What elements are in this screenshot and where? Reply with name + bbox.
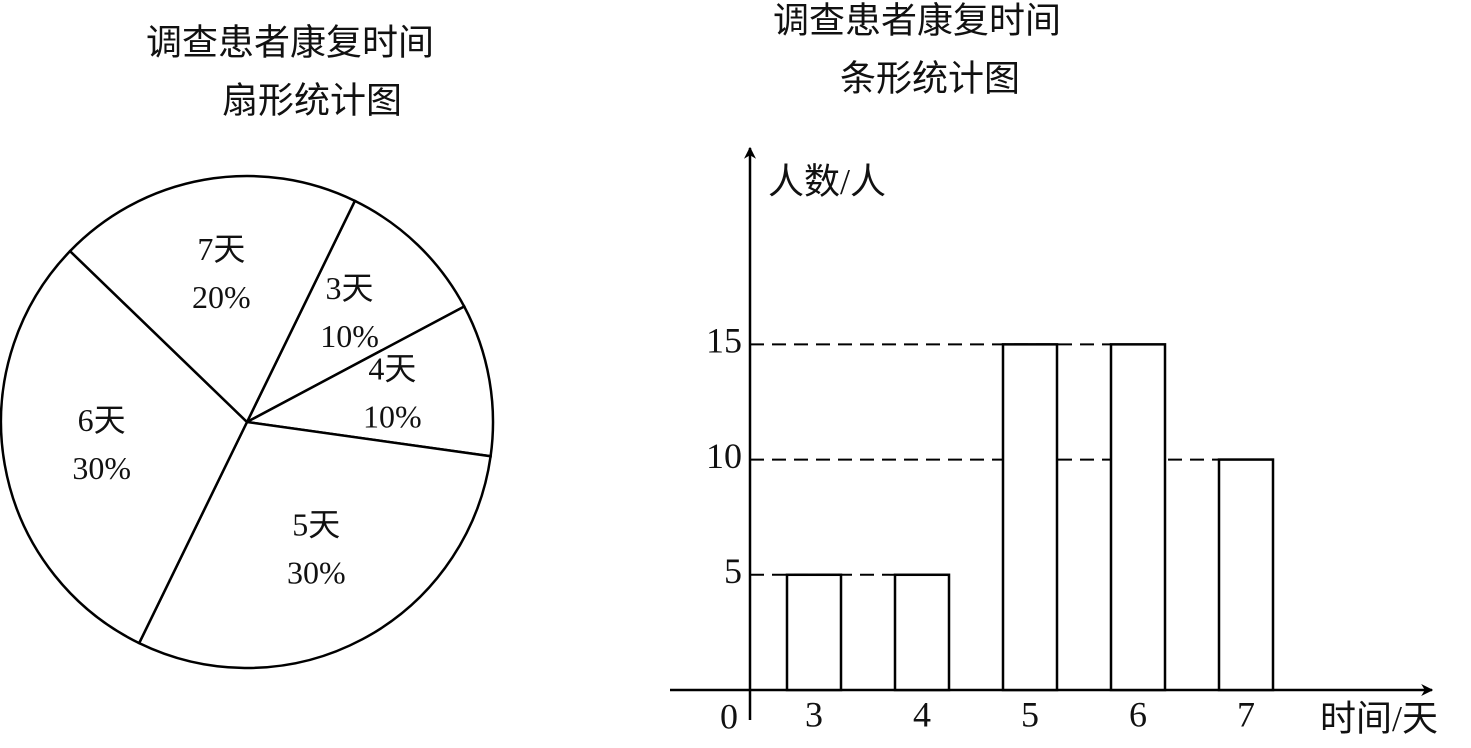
slice-value: 10% <box>320 318 379 354</box>
bar <box>1217 458 1275 692</box>
x-tick-label: 7 <box>1237 694 1255 734</box>
bar <box>893 573 951 692</box>
y-tick-label: 0 <box>720 696 738 736</box>
bar <box>1001 343 1059 692</box>
y-tick-label: 10 <box>706 436 742 476</box>
bar <box>785 573 843 692</box>
y-tick-label: 15 <box>706 321 742 361</box>
pie-slice <box>137 420 493 670</box>
slice-value: 20% <box>192 279 251 315</box>
x-tick-label: 4 <box>913 694 931 734</box>
x-tick-label: 5 <box>1021 694 1039 734</box>
pie-title: 调查患者康复时间 <box>146 22 434 62</box>
x-axis-label: 时间/天 <box>1320 698 1438 738</box>
y-tick-label: 5 <box>724 551 742 591</box>
slice-value: 30% <box>287 555 346 591</box>
pie-slice <box>244 199 466 425</box>
pie-slice <box>0 249 249 645</box>
pie-slice <box>68 174 357 425</box>
slice-name: 4天 <box>368 351 416 387</box>
pie-slice <box>243 304 495 458</box>
x-tick-label: 6 <box>1129 694 1147 734</box>
bar-subtitle: 条形统计图 <box>840 58 1020 98</box>
bar <box>1109 343 1167 692</box>
bar-title: 调查患者康复时间 <box>773 0 1061 40</box>
pie-subtitle: 扇形统计图 <box>222 80 402 120</box>
y-axis-label: 人数/人 <box>768 161 886 201</box>
slice-name: 7天 <box>197 231 245 267</box>
slice-name: 5天 <box>292 507 340 543</box>
slice-value: 10% <box>363 399 422 435</box>
slice-name: 6天 <box>78 402 126 438</box>
slice-name: 3天 <box>326 270 374 306</box>
slice-value: 30% <box>72 450 131 486</box>
x-tick-label: 3 <box>805 694 823 734</box>
